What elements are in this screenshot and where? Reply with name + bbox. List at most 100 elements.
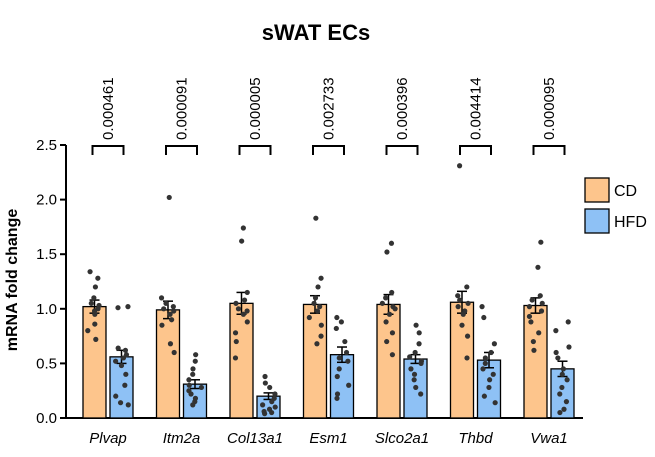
data-point	[85, 328, 91, 334]
data-point	[408, 366, 414, 372]
data-point	[190, 371, 196, 377]
data-point	[272, 391, 278, 397]
data-point	[262, 411, 268, 417]
data-point	[384, 249, 390, 255]
data-point	[120, 355, 127, 361]
data-point	[239, 238, 245, 244]
data-point	[528, 319, 534, 325]
data-point	[539, 300, 545, 306]
data-point	[336, 366, 342, 372]
data-point	[537, 293, 543, 299]
data-point	[167, 341, 174, 347]
data-point	[115, 345, 121, 351]
chart-title: sWAT ECs	[262, 20, 370, 45]
data-point	[559, 384, 565, 391]
data-point	[317, 304, 323, 310]
data-point	[488, 349, 494, 356]
data-point	[553, 349, 559, 356]
data-point	[565, 319, 571, 325]
y-tick-label: 0.5	[36, 355, 57, 372]
data-point	[269, 409, 275, 416]
data-point	[482, 360, 488, 366]
data-point	[465, 300, 471, 306]
data-point	[334, 395, 340, 401]
data-point	[389, 289, 395, 296]
data-point	[411, 377, 417, 383]
data-point	[167, 311, 173, 317]
data-point	[123, 352, 130, 358]
significance-bracket	[91, 145, 125, 155]
x-tick-label: Itm2a	[163, 430, 201, 447]
data-point	[416, 341, 422, 347]
p-value-label: 0.000095	[541, 77, 558, 140]
data-point	[564, 377, 570, 383]
data-point	[115, 305, 121, 311]
data-point	[232, 330, 239, 336]
data-point	[407, 354, 413, 360]
data-point	[244, 308, 250, 314]
data-point	[530, 338, 536, 345]
legend-label-cd: CD	[614, 183, 637, 200]
data-point	[336, 355, 342, 361]
data-point	[267, 384, 273, 391]
data-point	[384, 338, 390, 345]
significance-bracket	[532, 145, 566, 155]
data-point	[526, 313, 533, 320]
p-value-label: 0.002733	[321, 77, 338, 140]
data-point	[159, 322, 165, 328]
data-point	[481, 314, 487, 321]
data-point	[492, 400, 498, 406]
data-point	[95, 275, 101, 281]
x-tick-label: Plvap	[89, 430, 127, 447]
data-point	[479, 304, 485, 310]
data-point	[163, 300, 169, 306]
data-point	[379, 300, 385, 306]
data-point	[262, 373, 268, 380]
data-point	[190, 402, 196, 408]
data-point	[334, 373, 340, 380]
data-point	[118, 362, 125, 369]
data-point	[386, 311, 393, 317]
data-point	[411, 371, 418, 377]
data-point	[459, 322, 465, 328]
data-point	[113, 393, 119, 399]
data-point	[557, 391, 563, 397]
y-axis-label: mRNA fold change	[4, 209, 21, 352]
data-point	[531, 347, 537, 353]
data-point	[536, 330, 542, 336]
x-tick-label: Col13a1	[227, 430, 283, 447]
data-point	[190, 366, 196, 372]
significance-bracket	[459, 145, 492, 155]
data-point	[306, 314, 312, 321]
data-point	[244, 289, 250, 296]
data-point	[418, 391, 424, 397]
significance-bracket	[312, 145, 345, 155]
data-point	[457, 297, 463, 303]
bar-cd-thbd	[449, 301, 475, 419]
data-point	[389, 330, 396, 336]
data-point	[343, 349, 350, 356]
bar-cd-esm1	[302, 303, 328, 419]
data-point	[240, 225, 246, 231]
significance-bracket	[238, 145, 272, 155]
data-point	[314, 341, 320, 347]
x-tick-label: Esm1	[309, 430, 347, 447]
data-point	[260, 402, 266, 408]
data-point	[563, 399, 570, 405]
legend: CD HFD	[584, 177, 647, 234]
y-tick-label: 1.0	[36, 301, 57, 318]
data-point	[170, 304, 176, 310]
x-tick-label: Vwa1	[530, 430, 568, 447]
data-point	[314, 308, 321, 314]
data-point	[166, 194, 172, 201]
significance-bracket	[385, 145, 419, 155]
data-point	[186, 382, 192, 388]
legend-swatch-cd	[584, 177, 610, 203]
data-point	[416, 330, 422, 336]
data-point	[92, 284, 99, 290]
data-point	[171, 308, 177, 314]
legend-swatch-hfd	[584, 208, 610, 234]
bar-cd-vwa1	[523, 304, 548, 419]
data-point	[315, 284, 321, 290]
